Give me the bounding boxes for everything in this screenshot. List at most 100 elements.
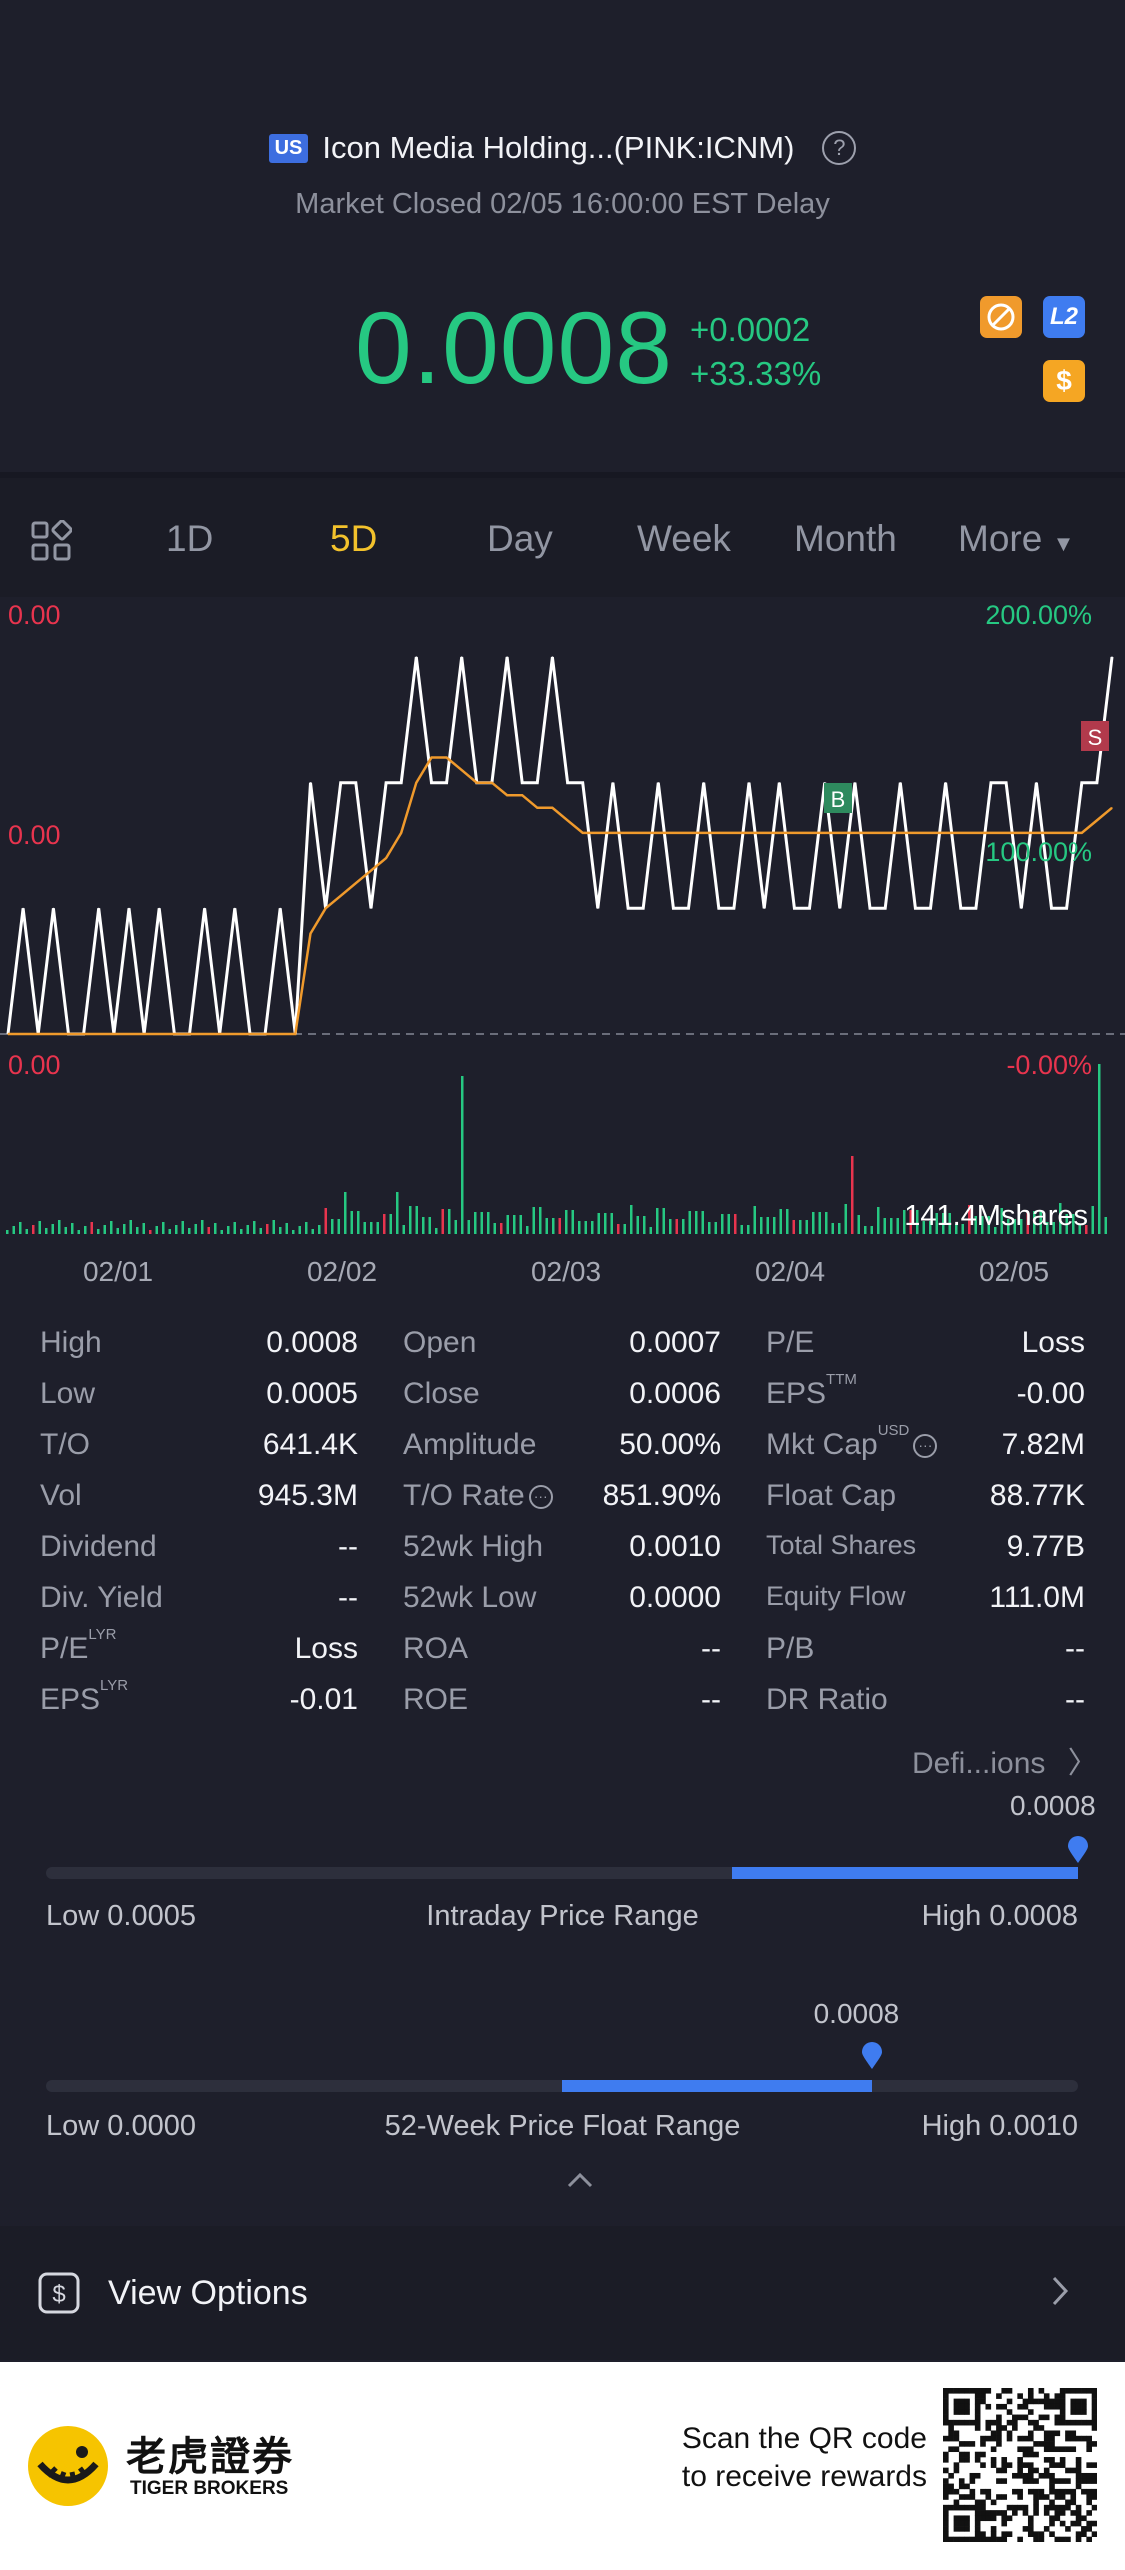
qr-module [996,2393,1002,2399]
volume-bar [279,1227,282,1234]
more-info-icon[interactable]: ··· [528,1485,553,1510]
qr-module [996,2510,1002,2516]
qr-module [1054,2504,1061,2511]
series-point [113,1033,115,1035]
qr-module [1091,2494,1098,2500]
volume-bar [747,1225,750,1234]
qr-module [1059,2414,1066,2421]
qr-module [1027,2488,1034,2495]
qr-module [953,2488,960,2495]
dollar-icon[interactable]: $ [1043,360,1085,402]
tab-day[interactable]: Day [487,518,553,559]
qr-module [1038,2472,1045,2479]
qr-module [974,2536,981,2543]
qr-code[interactable] [943,2388,1098,2547]
qr-module [1043,2526,1050,2532]
price-chart[interactable]: 0.00 0.00 200.00% 100.00% 0.00 -0.00% 14… [0,597,1125,1297]
qr-module [1065,2446,1071,2453]
qr-module [1070,2446,1077,2453]
qr-module [1091,2478,1098,2484]
stat-label[interactable]: T/O Rate ··· [403,1479,553,1513]
level2-icon[interactable]: L2 [1043,296,1085,338]
qr-module [1075,2478,1082,2484]
qr-module [964,2504,970,2511]
stat-label: Equity Flow [766,1581,906,1612]
more-info-icon[interactable]: ··· [913,1434,938,1459]
qr-module [958,2536,965,2543]
stock-title[interactable]: Icon Media Holding...(PINK:ICNM) [322,130,795,165]
qr-module [1043,2393,1050,2399]
collapse-chevron-icon[interactable] [565,2170,595,2195]
qr-module [943,2520,949,2527]
series-point [808,832,811,834]
series-point [264,1033,266,1035]
qr-module [1001,2494,1008,2500]
qr-module [996,2441,1002,2447]
volume-bar [344,1192,347,1234]
stat-value: 50.00% [619,1428,721,1461]
qr-module [1001,2425,1008,2431]
tab-more[interactable]: More ▼ [958,518,1074,560]
tab-month[interactable]: Month [794,518,897,559]
qr-module [1017,2536,1023,2543]
qr-module [1033,2510,1039,2516]
qr-module [943,2504,949,2511]
x-label: 02/04 [755,1256,825,1287]
stat-label-text: ROA [403,1632,469,1665]
qr-module [1027,2526,1034,2532]
qr-module [1059,2462,1066,2468]
no-lightning-icon[interactable] [980,296,1022,338]
stat-value: 0.0006 [629,1377,721,1410]
intraday-range-label: Intraday Price Range [426,1900,699,1932]
volume-bar [259,1228,262,1234]
series-point [1005,832,1007,834]
qr-module [953,2536,960,2543]
qr-module [969,2478,976,2484]
series-point [340,895,342,897]
tab-1d[interactable]: 1D [166,518,214,559]
volume-bar [467,1220,470,1234]
qr-module [953,2526,960,2532]
series-point [370,870,372,872]
qr-module [1070,2403,1077,2410]
qr-module [974,2398,981,2405]
volume-bar [1013,1219,1016,1234]
qr-module [1043,2504,1050,2511]
qr-module [974,2451,981,2458]
sell-marker: S [1081,721,1109,751]
series-point [446,782,448,784]
volume-bar [974,1216,977,1234]
view-options-row[interactable]: $ View Options [0,2226,1125,2360]
volume-bar [760,1217,763,1234]
stat-label[interactable]: Mkt CapUSD··· [766,1422,938,1462]
volume-bar [493,1223,496,1234]
tab-week[interactable]: Week [637,518,731,559]
volume-bar [558,1218,561,1234]
stat-value: 851.90% [602,1479,721,1512]
qr-module [1001,2536,1008,2543]
volume-bar [877,1207,880,1234]
volume-bar [1046,1222,1049,1234]
series-point [703,782,705,784]
intraday-fill [732,1867,1078,1879]
series-point [204,907,206,909]
qr-module [990,2419,997,2426]
qr-module [1054,2398,1061,2405]
series-point [400,832,402,834]
help-icon[interactable]: ? [822,131,857,165]
qr-module [1091,2488,1098,2495]
qr-module [1027,2467,1034,2474]
series-point [672,907,675,909]
series-point [551,656,554,658]
stat-value: -0.00 [1016,1377,1085,1410]
series-point [536,782,538,784]
qr-module [1075,2435,1082,2442]
definitions-link[interactable]: Defi...ions 〉 [912,1738,1098,1782]
scan-text: Scan the QR code to receive rewards [682,2420,927,2496]
qr-module [969,2441,976,2447]
layout-grid-icon[interactable] [30,519,73,567]
qr-module [974,2409,981,2415]
sell-marker-label: S [1088,725,1103,750]
volume-bar [669,1219,672,1234]
tab-5d[interactable]: 5D [330,518,378,559]
